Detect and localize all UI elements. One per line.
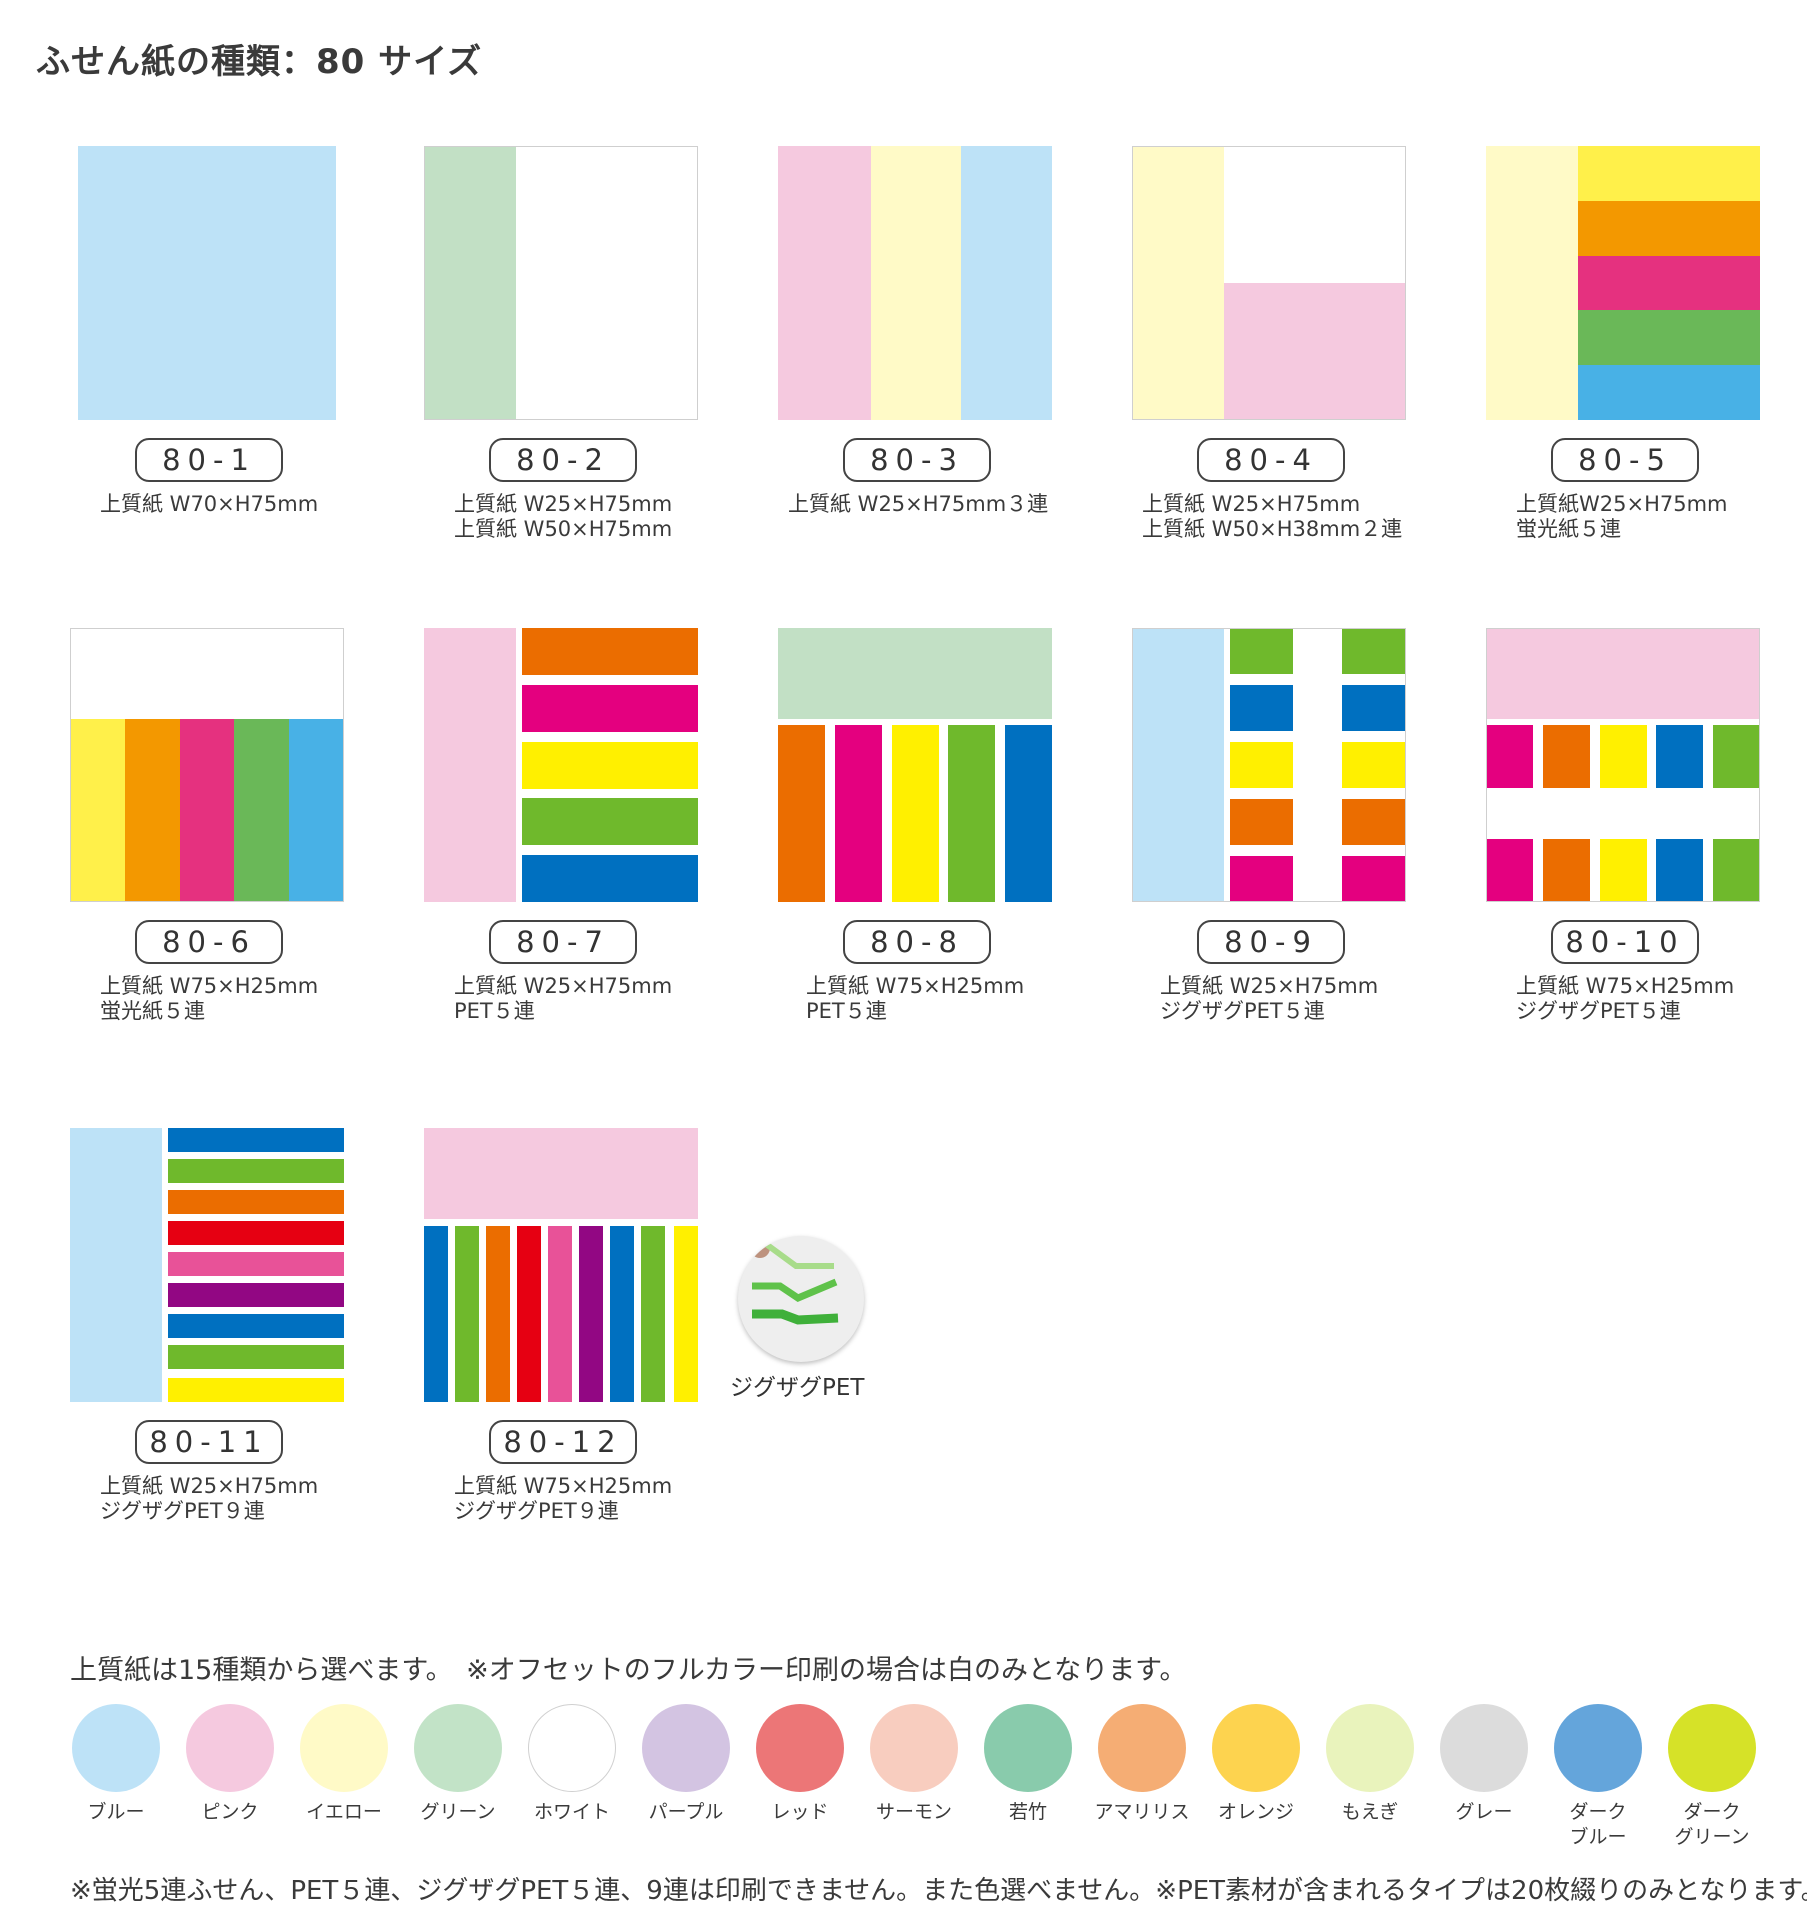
- product-code: 80-10: [1551, 920, 1699, 964]
- product-description: 上質紙 W25×H75mm 上質紙 W50×H75mm: [454, 492, 673, 541]
- product-code: 80-3: [843, 438, 991, 482]
- footer-note: ※蛍光5連ふせん、PET５連、ジグザグPET５連、9連は印刷できません。また色選…: [70, 1876, 1807, 1906]
- color-circle: [1098, 1704, 1186, 1792]
- color-circle: [1326, 1704, 1414, 1792]
- color-chip-green: グリーン: [408, 1704, 508, 1825]
- sticky-note-diagram: [424, 146, 698, 420]
- color-circle: [756, 1704, 844, 1792]
- color-circle: [870, 1704, 958, 1792]
- sticky-note-diagram: [778, 628, 1052, 902]
- product-code: 80-7: [489, 920, 637, 964]
- color-chip-amaryllis: アマリリス: [1092, 1704, 1192, 1825]
- color-chip-wakatake: 若竹: [978, 1704, 1078, 1825]
- product-description: 上質紙 W25×H75mm ジグザグPET５連: [1160, 974, 1379, 1023]
- color-circle: [528, 1704, 616, 1792]
- product-code: 80-6: [135, 920, 283, 964]
- product-code: 80-11: [135, 1420, 283, 1464]
- sticky-note-diagram: [424, 1128, 698, 1402]
- product-description: 上質紙 W25×H75mm３連: [788, 492, 1049, 516]
- color-circle: [300, 1704, 388, 1792]
- product-description: 上質紙 W25×H75mm PET５連: [454, 974, 673, 1023]
- product-code: 80-8: [843, 920, 991, 964]
- color-chip-dark-green: ダーク グリーン: [1662, 1704, 1762, 1850]
- product-description: 上質紙 W25×H75mm ジグザグPET９連: [100, 1474, 319, 1523]
- sticky-note-diagram: [70, 1128, 344, 1402]
- product-code: 80-2: [489, 438, 637, 482]
- color-chip-yellow: イエロー: [294, 1704, 394, 1825]
- color-chip-blue: ブルー: [66, 1704, 166, 1825]
- color-circle: [1668, 1704, 1756, 1792]
- color-chip-pink: ピンク: [180, 1704, 280, 1825]
- sticky-note-diagram: [1486, 628, 1760, 902]
- product-description: 上質紙 W75×H25mm 蛍光紙５連: [100, 974, 319, 1023]
- product-code: 80-9: [1197, 920, 1345, 964]
- color-circle: [642, 1704, 730, 1792]
- product-description: 上質紙W25×H75mm 蛍光紙５連: [1516, 492, 1728, 541]
- sticky-note-diagram: [424, 628, 698, 902]
- product-description: 上質紙 W75×H25mm ジグザグPET９連: [454, 1474, 673, 1523]
- sticky-note-diagram: [1132, 146, 1406, 420]
- color-chip-moegi: もえぎ: [1320, 1704, 1420, 1825]
- product-code: 80-12: [489, 1420, 637, 1464]
- color-circle: [414, 1704, 502, 1792]
- product-description: 上質紙 W75×H25mm ジグザグPET５連: [1516, 974, 1735, 1023]
- paper-note: 上質紙は15種類から選べます。 ※オフセットのフルカラー印刷の場合は白のみとなり…: [70, 1655, 1187, 1686]
- color-chip-salmon: サーモン: [864, 1704, 964, 1825]
- color-circle: [1212, 1704, 1300, 1792]
- color-circle: [984, 1704, 1072, 1792]
- color-chip-white: ホワイト: [522, 1704, 622, 1825]
- sticky-note-diagram: [1132, 628, 1406, 902]
- product-description: 上質紙 W25×H75mm 上質紙 W50×H38mm２連: [1142, 492, 1403, 541]
- color-chip-purple: パープル: [636, 1704, 736, 1825]
- product-code: 80-1: [135, 438, 283, 482]
- zigzag-pet-photo: [738, 1236, 864, 1362]
- color-chip-gray: グレー: [1434, 1704, 1534, 1825]
- page-title: ふせん紙の種類：80 サイズ: [36, 42, 483, 82]
- sticky-note-diagram: [70, 628, 344, 902]
- product-code: 80-4: [1197, 438, 1345, 482]
- sticky-note-diagram: [778, 146, 1052, 420]
- product-description: 上質紙 W75×H25mm PET５連: [806, 974, 1025, 1023]
- color-circle: [1440, 1704, 1528, 1792]
- zigzag-pet-label: ジグザグPET: [730, 1375, 865, 1401]
- color-chip-orange: オレンジ: [1206, 1704, 1306, 1825]
- product-description: 上質紙 W70×H75mm: [100, 492, 319, 516]
- color-circle: [186, 1704, 274, 1792]
- color-circle: [1554, 1704, 1642, 1792]
- color-circle: [72, 1704, 160, 1792]
- color-chip-dark-blue: ダーク ブルー: [1548, 1704, 1648, 1850]
- sticky-note-diagram: [1486, 146, 1760, 420]
- sticky-note-diagram: [70, 146, 344, 420]
- product-code: 80-5: [1551, 438, 1699, 482]
- color-chip-red: レッド: [750, 1704, 850, 1825]
